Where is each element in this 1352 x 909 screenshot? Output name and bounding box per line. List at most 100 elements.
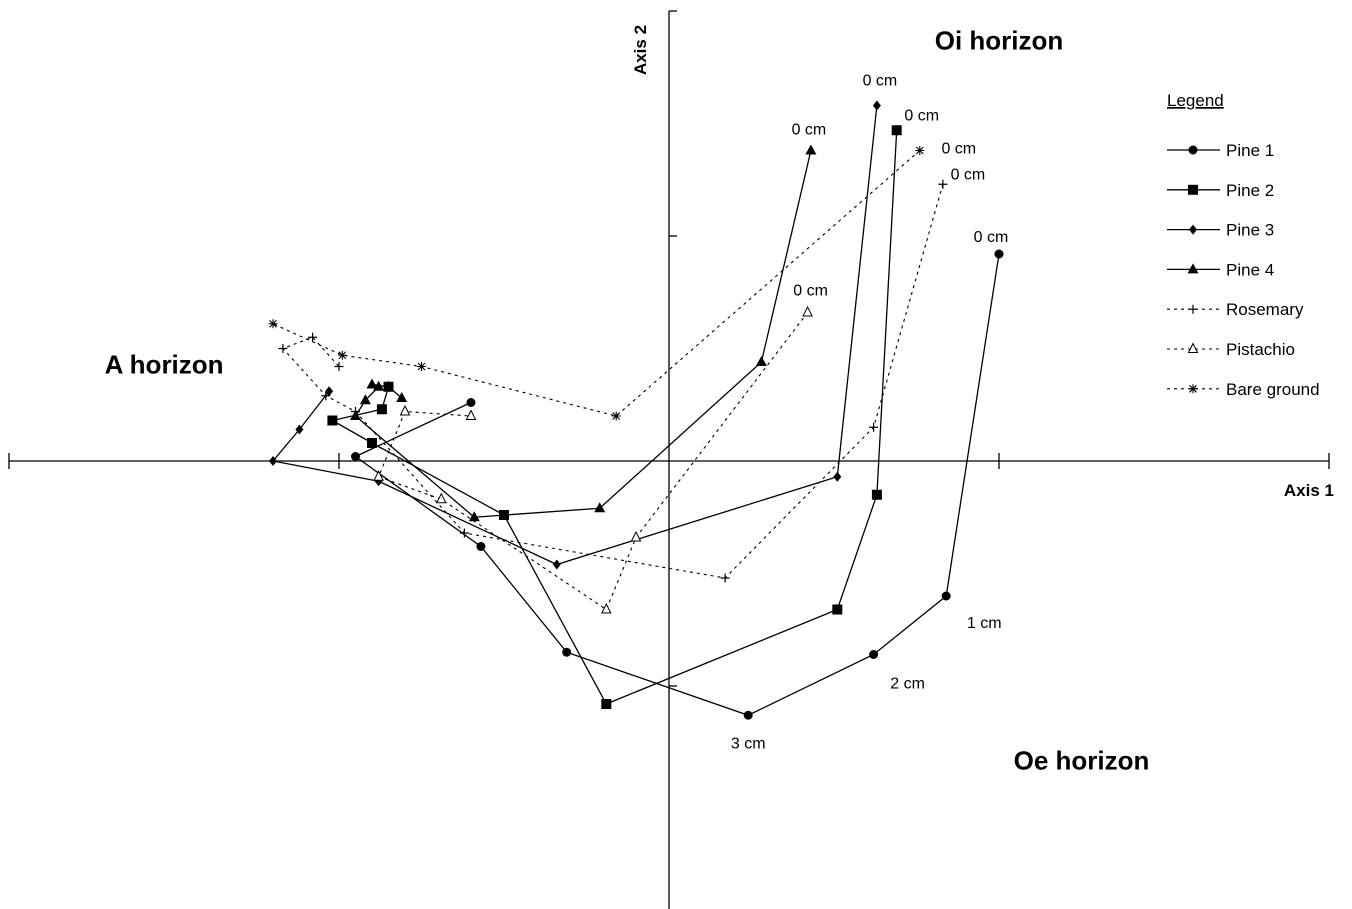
legend-item-pine-2: Pine 2 [1167, 181, 1274, 200]
data-point-pine-1 [743, 710, 753, 720]
legend-item-rosemary: Rosemary [1167, 300, 1304, 319]
data-point-bare-ground [611, 411, 621, 421]
data-point-pine-4 [755, 356, 767, 366]
data-point-rosemary [308, 332, 318, 342]
y-axis-title: Axis 2 [631, 25, 650, 75]
data-point-pine-3 [269, 456, 277, 466]
legend-marker [1189, 224, 1197, 235]
depth-label: 0 cm [941, 141, 976, 158]
data-point-pine-1 [941, 591, 951, 601]
data-point-pistachio [465, 409, 477, 420]
data-point-pine-4 [366, 378, 378, 389]
region-label-a-horizon: A horizon [105, 349, 224, 379]
depth-label: 1 cm [967, 615, 1002, 632]
series-pistachio [373, 305, 813, 614]
data-point-pine-2 [891, 125, 902, 136]
series-pine-4 [350, 144, 817, 522]
data-point-pine-1 [994, 249, 1004, 259]
legend-label: Bare ground [1226, 380, 1320, 399]
data-point-pine-2 [327, 415, 338, 426]
depth-label: 0 cm [792, 122, 827, 139]
data-point-pistachio [373, 470, 384, 481]
legend-item-bare-ground: Bare ground [1167, 380, 1320, 399]
data-point-pistachio [630, 530, 642, 542]
legend-marker [1187, 342, 1199, 353]
data-point-bare-ground [268, 319, 278, 329]
data-point-pine-4 [805, 144, 817, 155]
data-point-rosemary [869, 422, 879, 432]
region-label-oe-horizon: Oe horizon [1014, 745, 1150, 775]
data-point-pine-2 [832, 604, 843, 615]
data-point-bare-ground [915, 146, 925, 155]
data-point-pine-4 [359, 394, 371, 405]
data-point-pine-3 [552, 559, 561, 570]
depth-label: 0 cm [863, 73, 898, 90]
data-point-bare-ground [417, 362, 426, 371]
data-point-rosemary [459, 528, 469, 538]
legend-label: Rosemary [1226, 300, 1304, 319]
data-point-pine-2 [601, 699, 612, 709]
legend-title: Legend [1167, 91, 1224, 110]
data-point-pine-4 [383, 380, 394, 391]
legend-label: Pistachio [1226, 340, 1295, 359]
data-point-pine-2 [376, 404, 387, 415]
data-point-pistachio [600, 602, 612, 614]
series-line-pine-4 [354, 150, 812, 518]
series-rosemary [278, 179, 948, 583]
depth-label: 0 cm [904, 107, 939, 124]
data-point-pine-4 [594, 502, 606, 513]
data-point-pine-1 [466, 398, 476, 407]
legend: Legend Pine 1 Pine 2 Pine 3 Pine 4 Rosemary P… [1167, 91, 1320, 399]
legend-marker [1188, 384, 1198, 394]
data-point-pine-1 [562, 647, 572, 657]
series-bare-ground [268, 146, 925, 421]
legend-marker [1188, 145, 1198, 155]
data-point-rosemary [278, 344, 288, 353]
legend-label: Pine 2 [1226, 181, 1274, 200]
legend-label: Pine 1 [1226, 141, 1274, 160]
data-point-pistachio [435, 492, 447, 504]
data-point-pistachio [802, 305, 813, 317]
region-label-oi-horizon: Oi horizon [935, 25, 1064, 55]
series-line-pine-1 [354, 253, 1000, 716]
depth-label: 3 cm [731, 735, 766, 752]
data-point-pine-3 [833, 471, 842, 482]
data-point-pine-3 [872, 100, 881, 111]
data-point-pistachio [399, 404, 411, 416]
x-axis-title: Axis 1 [1284, 481, 1334, 500]
data-point-pine-3 [325, 386, 334, 397]
series-layer [268, 100, 1004, 720]
data-point-pine-1 [476, 542, 486, 551]
depth-label: 0 cm [951, 166, 986, 183]
data-point-rosemary [938, 179, 948, 189]
legend-marker [1187, 263, 1199, 274]
legend-item-pine-4: Pine 4 [1167, 260, 1274, 279]
data-point-pine-4 [396, 392, 408, 402]
data-point-pine-2 [367, 438, 377, 448]
axes [8, 10, 1330, 909]
data-point-pine-2 [871, 489, 882, 500]
series-line-pine-3 [271, 105, 878, 566]
depth-label: 2 cm [890, 676, 925, 693]
legend-marker [1188, 304, 1198, 314]
legend-label: Pine 3 [1226, 221, 1274, 240]
legend-label: Pine 4 [1226, 260, 1274, 279]
data-point-bare-ground [337, 350, 347, 360]
data-point-rosemary [334, 362, 344, 371]
data-point-rosemary [351, 407, 360, 416]
series-line-rosemary [281, 184, 944, 579]
legend-item-pine-3: Pine 3 [1167, 221, 1274, 240]
depth-label: 0 cm [793, 283, 828, 300]
depth-label: 0 cm [974, 229, 1009, 246]
data-point-rosemary [321, 391, 331, 401]
legend-item-pistachio: Pistachio [1167, 340, 1295, 359]
labels-layer: 0 cm1 cm2 cm3 cm0 cm0 cm0 cm0 cm0 cm0 cm… [105, 25, 1150, 775]
legend-marker [1188, 184, 1198, 195]
data-point-pine-1 [869, 650, 879, 659]
data-point-rosemary [720, 573, 730, 583]
series-pine-3 [269, 100, 881, 570]
data-point-pine-4 [468, 511, 480, 522]
legend-item-pine-1: Pine 1 [1167, 141, 1274, 160]
